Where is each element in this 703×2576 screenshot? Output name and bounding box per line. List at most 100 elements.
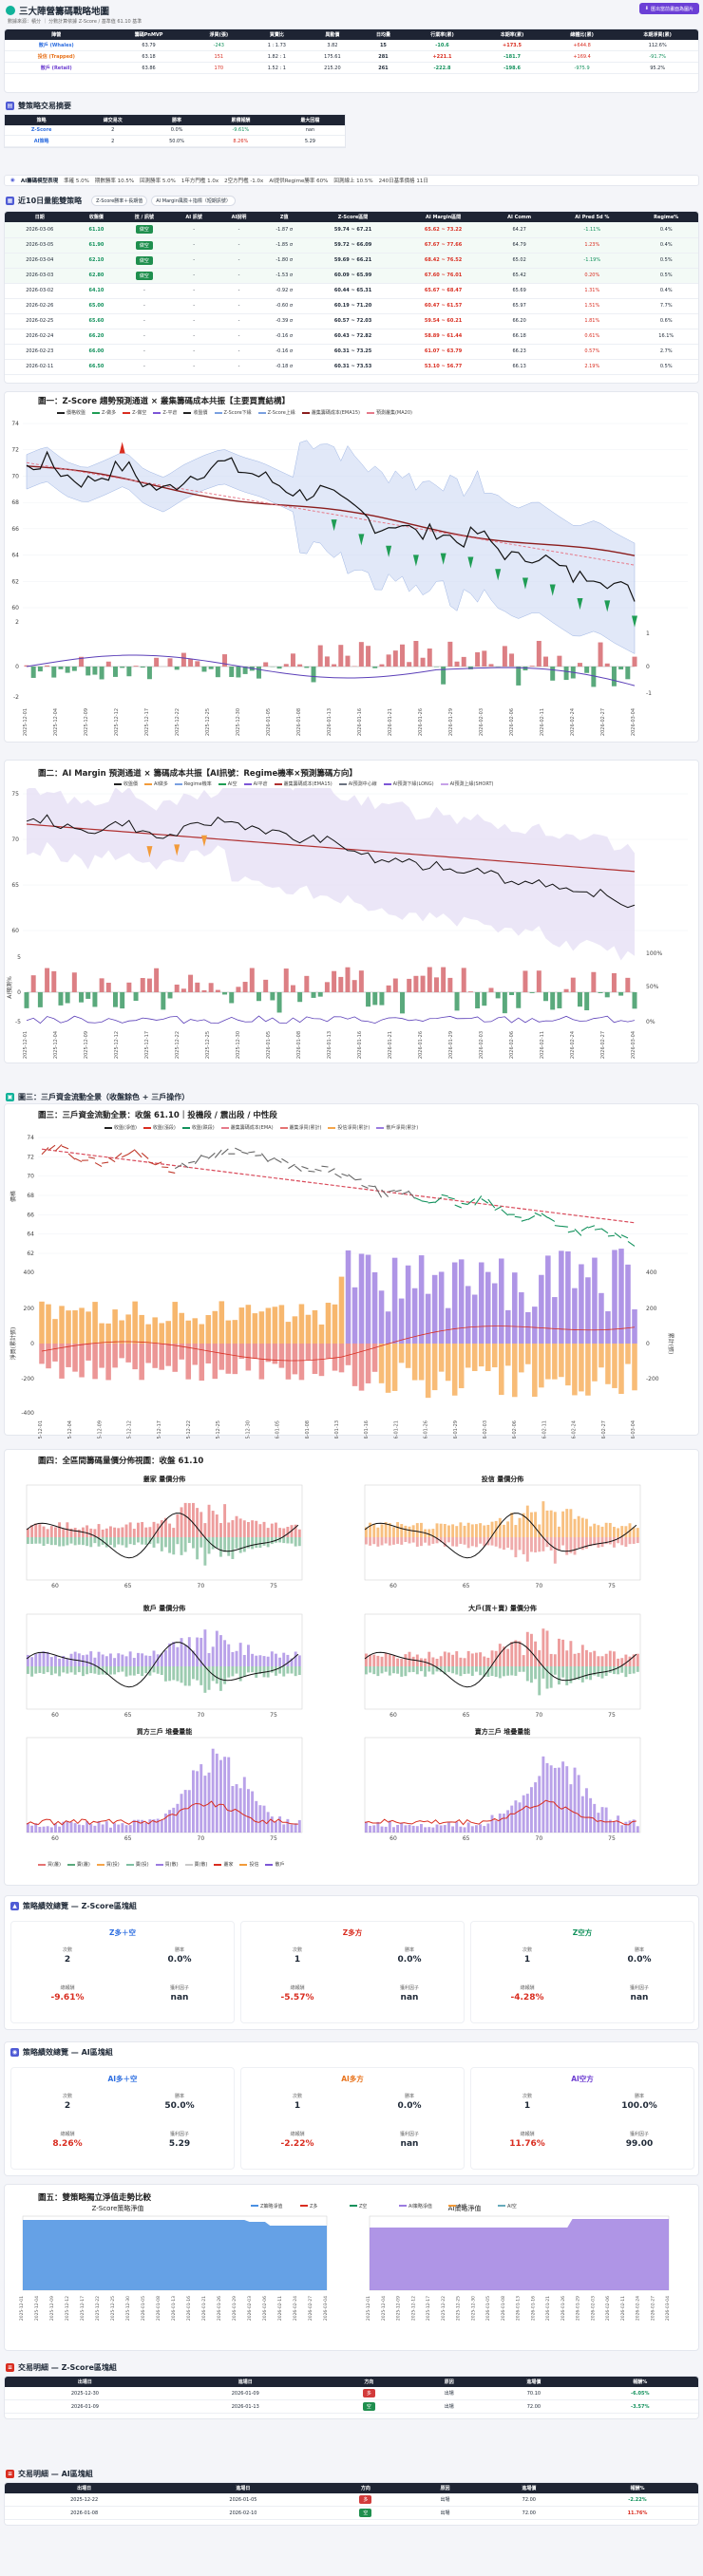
- row-ai-pred: 1.81%: [550, 313, 635, 329]
- date-tick: 2025-12-25: [110, 2296, 116, 2321]
- camp-cell: +221.1: [407, 50, 478, 63]
- dist-bar: [27, 1654, 29, 1666]
- legend-label: 散戶: [275, 1862, 285, 1868]
- z-bar: [242, 667, 248, 674]
- dist-bar: [141, 1819, 144, 1833]
- chart4-legend: 買(叢) 賣(叢) 買(投) 賣(投) 買(散) 賣(散) 叢家 投信 散戶: [38, 1861, 284, 1868]
- ai-pred-bar: [488, 987, 494, 992]
- net-sell-bar: [418, 1344, 425, 1381]
- perf-ai-heading: ◉ 策略績效總覽 — AI區塊組: [10, 2048, 113, 2057]
- date-tick: 2026-01-13: [334, 1420, 340, 1438]
- net-buy-bar: [338, 1276, 345, 1344]
- dist-bar: [46, 1537, 49, 1544]
- filter-chip[interactable]: Z-Score勝率＋長期值: [91, 196, 148, 206]
- date-tick: 2026-02-06: [509, 708, 515, 736]
- dist-bar: [522, 1666, 525, 1672]
- net-sell-bar: [358, 1344, 365, 1391]
- legend-label: 預測叢集(MA20): [375, 410, 412, 416]
- camp-cell: 15: [359, 40, 408, 51]
- y-tick: 5: [17, 954, 21, 961]
- dist-bar: [538, 1524, 542, 1537]
- net-buy-bar: [172, 1302, 178, 1344]
- dist-bar: [589, 1526, 593, 1537]
- dist-bar: [192, 1502, 195, 1537]
- ai-pred-bar: [112, 992, 118, 1007]
- dist-bar: [49, 1666, 53, 1676]
- dist-bar: [518, 1517, 522, 1537]
- chart4-panel-title: 賣方三戶 堆疊量能: [474, 1727, 530, 1736]
- perf-metric: 獲利因子 nan: [583, 1984, 695, 2003]
- dist-bar: [290, 1666, 294, 1674]
- net-buy-bar: [411, 1288, 418, 1344]
- export-image-button[interactable]: ⬇ 匯出當前畫面為圖片: [638, 3, 699, 14]
- net-sell-bar: [371, 1344, 378, 1372]
- date-tick: 2026-02-11: [277, 2296, 283, 2321]
- camp-cell: 170: [189, 62, 249, 74]
- row-z-signal: 做空: [118, 222, 171, 238]
- z-bar: [358, 642, 364, 667]
- perf-metric-value: -2.22%: [280, 2139, 314, 2149]
- legend-label: 投信: [249, 1862, 259, 1868]
- net-buy-bar: [265, 1307, 272, 1344]
- dist-bar: [617, 1537, 620, 1544]
- row-ai-note: -: [217, 344, 261, 360]
- row-close: 61.10: [74, 222, 119, 238]
- dist-bar: [522, 1537, 525, 1554]
- dist-bar: [428, 1537, 431, 1546]
- row-z-value: -0.16 σ: [260, 329, 309, 345]
- equity-area: [23, 2220, 327, 2290]
- net-buy-bar: [92, 1302, 98, 1344]
- dist-bar: [388, 1523, 391, 1537]
- dist-bar: [297, 1819, 301, 1833]
- ai-pred-bar: [167, 992, 173, 999]
- date-tick: 2026-02-11: [620, 2296, 626, 2321]
- ai-strip-item: 準確 5.0%: [64, 179, 89, 184]
- date-tick: 2025-12-30: [125, 2296, 131, 2321]
- trades-ai-heading: ≡ 交易明細 — AI區塊組: [6, 2470, 93, 2478]
- camp-table: 陣營 籌碼PnMVP 淨買(張) 買賣比 異動價 日均量 行業率(累) 本期率(累) 總體比(累…: [5, 29, 698, 74]
- dist-bar: [498, 1813, 502, 1833]
- ai-long-signal: [146, 846, 153, 858]
- price-segment: [467, 1198, 476, 1205]
- date-tick: 2026-01-08: [305, 1420, 311, 1438]
- y-tick-right: 400: [646, 1269, 657, 1276]
- net-sell-bar: [579, 1344, 584, 1392]
- ai-pred-bar: [263, 979, 269, 992]
- trades-z-table: 出場日 進場日 方向 原因 進場價 報酬% 2025-12-30 2026-01-09 多出場 7…: [5, 2377, 698, 2414]
- date-tick: 2026-02-06: [512, 1420, 518, 1438]
- dist-line: [26, 1513, 299, 1559]
- trade-dir: 多: [325, 2387, 413, 2400]
- perf-metric-label: 次數: [522, 1947, 532, 1953]
- row-ai-comm: 64.27: [488, 222, 551, 238]
- legend-item: 賣(叢): [66, 1861, 90, 1868]
- recent-col-header: AI Pred 5d %: [550, 212, 635, 222]
- table-row: 投信 (Trapped) 63.18 151 1.82 : 1 175.61 281 +22…: [5, 50, 698, 63]
- dist-bar: [132, 1819, 136, 1833]
- dist-bar: [503, 1646, 505, 1666]
- dist-bar: [608, 1650, 612, 1666]
- dist-bar: [490, 1814, 494, 1833]
- dist-bar: [196, 1508, 200, 1537]
- dist-bar: [141, 1537, 144, 1545]
- filter-chip[interactable]: AI Margin風險＋指標（短期訊號）: [151, 196, 236, 206]
- date-tick: 2026-02-27: [601, 1420, 607, 1438]
- net-sell-bar: [572, 1344, 578, 1396]
- dist-bar: [396, 1666, 400, 1674]
- flow-icon: ▣: [6, 1093, 14, 1101]
- dist-bar: [439, 1666, 443, 1672]
- perf-metric-label: 次數: [292, 1947, 302, 1953]
- dist-bar: [400, 1524, 404, 1537]
- row-regime: 16.1%: [634, 329, 698, 345]
- date-tick: 2025-12-17: [80, 2296, 86, 2321]
- dist-bar: [168, 1810, 172, 1833]
- dist-bar: [463, 1827, 466, 1833]
- net-sell-bar: [292, 1344, 298, 1375]
- net-sell-bar: [305, 1344, 312, 1361]
- dist-bar: [420, 1537, 423, 1547]
- net-sell-bar: [145, 1344, 151, 1363]
- dist-bar: [192, 1650, 195, 1666]
- dist-bar: [470, 1524, 474, 1537]
- dist-bar: [632, 1527, 636, 1537]
- trade-dir: 多: [322, 2493, 409, 2507]
